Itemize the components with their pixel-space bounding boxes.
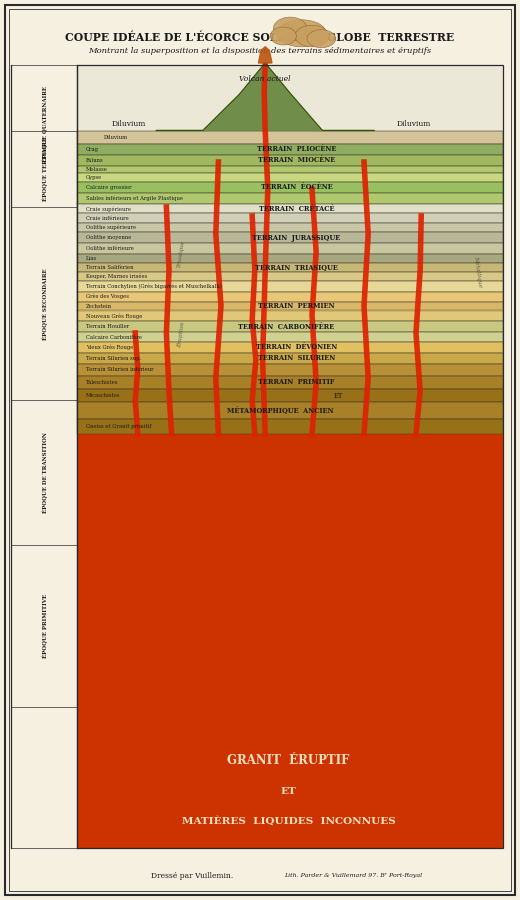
Text: Sables inférieurs et Argile Plastique: Sables inférieurs et Argile Plastique (86, 195, 183, 202)
Text: Gypse: Gypse (86, 175, 102, 180)
Bar (77, 232, 503, 243)
Text: ÉPOQUE DE TRANSITION: ÉPOQUE DE TRANSITION (41, 432, 47, 513)
Text: Zechstein: Zechstein (86, 303, 112, 309)
Bar (77, 182, 503, 193)
Text: Taleschistes: Taleschistes (86, 380, 119, 385)
Text: Craie supérieure: Craie supérieure (86, 206, 131, 211)
Text: Calcaire Carbonifère: Calcaire Carbonifère (86, 335, 142, 339)
Text: TERRAIN  PERMIEN: TERRAIN PERMIEN (258, 302, 335, 310)
Text: Faluns: Faluns (86, 158, 103, 163)
Text: COUPE IDÉALE DE L'ÉCORCE SOLIDE DU GLOBE  TERRESTRE: COUPE IDÉALE DE L'ÉCORCE SOLIDE DU GLOBE… (66, 32, 454, 43)
Text: Terrain Houiller: Terrain Houiller (86, 324, 129, 329)
Text: TERRAIN  JURASSIQUE: TERRAIN JURASSIQUE (252, 234, 341, 241)
Bar (77, 281, 503, 292)
Text: MATIÈRES  LIQUIDES  INCONNUES: MATIÈRES LIQUIDES INCONNUES (181, 816, 396, 825)
Text: Volcan actuel: Volcan actuel (239, 76, 291, 83)
Text: Keuper, Marnes irisées: Keuper, Marnes irisées (86, 274, 147, 279)
Bar (77, 65, 503, 848)
Ellipse shape (274, 17, 307, 40)
Bar (77, 364, 503, 376)
Text: ÉPOQUE QUATERNAIRE: ÉPOQUE QUATERNAIRE (41, 86, 47, 162)
Polygon shape (156, 63, 374, 130)
Bar (77, 342, 503, 353)
Text: Terrain Salifèrien: Terrain Salifèrien (86, 265, 133, 270)
Text: TERRAIN  SILURIEN: TERRAIN SILURIEN (258, 355, 335, 362)
Bar (77, 389, 503, 402)
Bar (77, 376, 503, 389)
Ellipse shape (307, 30, 336, 48)
Text: Nouveau Grès Rouge: Nouveau Grès Rouge (86, 313, 142, 319)
Bar (77, 292, 503, 302)
Bar (77, 310, 503, 321)
Text: Crag: Crag (86, 147, 99, 152)
Bar (77, 254, 503, 263)
Bar (77, 144, 503, 155)
Text: Craie inférieure: Craie inférieure (86, 216, 128, 220)
Bar (77, 193, 503, 204)
Text: Lias: Lias (86, 256, 97, 261)
Text: MÉTAMORPHIQUE  ANCIEN: MÉTAMORPHIQUE ANCIEN (227, 407, 334, 414)
Bar (77, 332, 503, 342)
Text: Molasse: Molasse (86, 166, 108, 172)
Bar (77, 65, 503, 130)
Bar (77, 321, 503, 332)
Ellipse shape (270, 27, 296, 45)
Text: Gneiss et Granit primitif: Gneiss et Granit primitif (86, 424, 151, 428)
Text: TERRAIN  PRIMITIF: TERRAIN PRIMITIF (258, 379, 335, 386)
Text: TERRAIN  PLIOCÈNE: TERRAIN PLIOCÈNE (257, 146, 336, 153)
Bar (77, 213, 503, 223)
Text: Métallique: Métallique (473, 256, 484, 288)
Text: ÉPOQUE TERTIAIRE: ÉPOQUE TERTIAIRE (41, 137, 47, 201)
Text: TERRAIN  MIOCÈNE: TERRAIN MIOCÈNE (258, 157, 335, 164)
Text: Calcaire grossier: Calcaire grossier (86, 184, 132, 190)
Text: Éruption: Éruption (176, 321, 186, 348)
Text: Diluvium: Diluvium (396, 121, 431, 128)
Bar (77, 243, 503, 254)
Bar (77, 173, 503, 182)
Text: Montrant la superposition et la disposition des terrains sédimentaires et érupti: Montrant la superposition et la disposit… (88, 48, 432, 55)
Bar (77, 353, 503, 364)
Bar (77, 223, 503, 232)
Text: Terrain Silurien sup.: Terrain Silurien sup. (86, 356, 141, 361)
Bar (77, 434, 503, 848)
Text: Terrain Silurien inférieur: Terrain Silurien inférieur (86, 367, 153, 373)
Text: ET: ET (281, 788, 296, 796)
Bar (77, 130, 503, 144)
Text: Triasique: Triasique (177, 239, 185, 268)
Text: Micaschistes: Micaschistes (86, 393, 120, 398)
Text: Oolithe moyenne: Oolithe moyenne (86, 235, 131, 240)
Polygon shape (258, 47, 272, 63)
Text: Oolithe inférieure: Oolithe inférieure (86, 246, 134, 251)
Bar (77, 204, 503, 213)
Bar (77, 155, 503, 166)
Ellipse shape (277, 20, 327, 47)
Text: TERRAIN  DÉVONIEN: TERRAIN DÉVONIEN (256, 344, 337, 351)
Text: ET: ET (333, 392, 343, 400)
Text: TERRAIN  CRÉTACÉ: TERRAIN CRÉTACÉ (258, 205, 334, 212)
Text: TERRAIN  ÉOCÈNE: TERRAIN ÉOCÈNE (261, 184, 332, 191)
Text: ÉPOQUE PRIMITIVE: ÉPOQUE PRIMITIVE (41, 593, 47, 658)
Text: Oolithe supérieure: Oolithe supérieure (86, 225, 136, 230)
Text: Terrain Conchylien (Grès bigarrés et Muschelkalk): Terrain Conchylien (Grès bigarrés et Mus… (86, 284, 222, 289)
Text: TERRAIN  TRIASIQUE: TERRAIN TRIASIQUE (255, 264, 338, 271)
Text: Dressé par Vuillemin.: Dressé par Vuillemin. (151, 872, 233, 879)
Bar (77, 272, 503, 281)
Text: GRANIT  ÉRUPTIF: GRANIT ÉRUPTIF (227, 754, 350, 767)
Bar (77, 302, 503, 310)
Text: Grès des Vosges: Grès des Vosges (86, 293, 128, 300)
Text: Vieux Grès Rouge: Vieux Grès Rouge (86, 345, 133, 350)
Text: Diluvium: Diluvium (112, 121, 146, 128)
Text: Diluvium: Diluvium (104, 135, 128, 140)
Bar (77, 418, 503, 434)
Bar (77, 402, 503, 418)
Ellipse shape (295, 25, 329, 47)
Bar (77, 263, 503, 272)
Bar (77, 166, 503, 173)
Text: TERRAIN  CARBONIFÈRE: TERRAIN CARBONIFÈRE (238, 323, 334, 330)
Text: Lith. Parder & Vuillemard 97. Bʳ Port-Royal: Lith. Parder & Vuillemard 97. Bʳ Port-Ro… (284, 873, 423, 878)
Text: ÉPOQUE SECONDAIRE: ÉPOQUE SECONDAIRE (41, 268, 47, 339)
